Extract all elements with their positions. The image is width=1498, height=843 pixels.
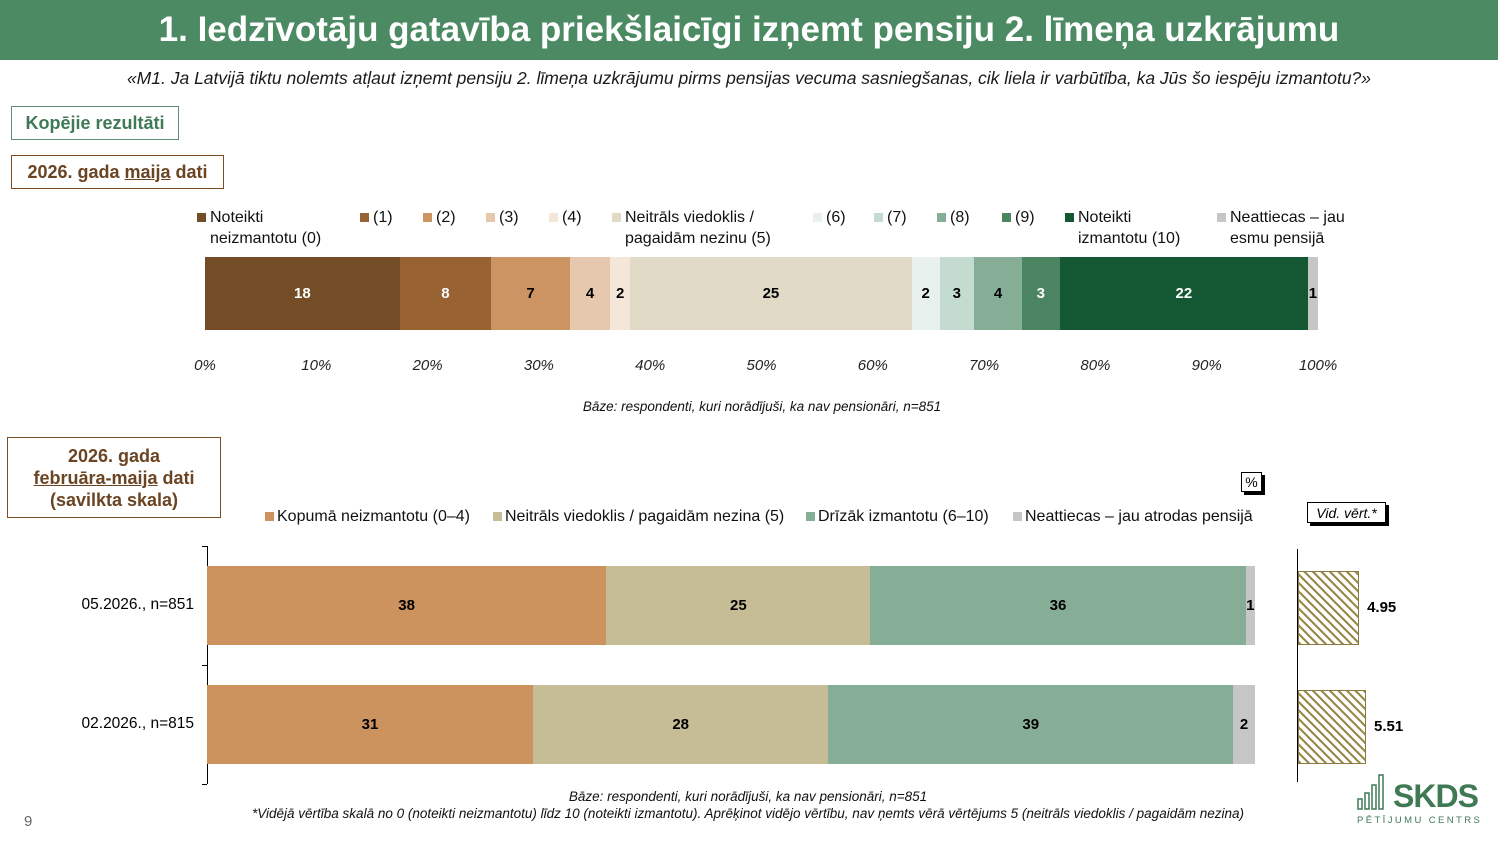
chart2-legend-item: Neitrāls viedoklis / pagaidām nezina (5) [505, 508, 785, 525]
chart2-segment: 39 [828, 685, 1233, 764]
chart1-segment: 2 [610, 257, 631, 330]
chart1-legend-item: (7) [887, 209, 907, 226]
chart1-segment: 7 [491, 257, 571, 330]
chart1-segment: 22 [1059, 257, 1308, 330]
chart1-legend-item: Neitrāls viedoklis / pagaidām nezinu (5) [625, 209, 771, 247]
section2-label-months: februāra-maija [33, 467, 158, 488]
chart2-legend-item: Drīzāk izmantotu (6–10) [818, 508, 989, 525]
chart1-legend-item: (2) [436, 209, 456, 226]
logo-main-text: SKDS [1393, 778, 1479, 814]
chart2-average-value: 4.95 [1367, 599, 1397, 616]
chart2-y-axis-line [207, 546, 208, 784]
total-results-label: Kopējie rezultāti [11, 106, 179, 140]
chart1-legend-item: (3) [499, 209, 519, 226]
chart1-x-tick-label: 50% [746, 357, 777, 374]
chart2-legend-item: Neattiecas – jau atrodas pensijā [1025, 508, 1253, 525]
chart1-segment: 4 [974, 257, 1022, 330]
chart1-x-tick-label: 90% [1191, 357, 1222, 374]
chart2-average-axis-line [1297, 549, 1298, 782]
section2-label-line3: (savilkta skala) [49, 489, 179, 510]
chart1-legend-item: (8) [950, 209, 970, 226]
chart2-segment: 25 [606, 566, 871, 645]
chart1-segment: 8 [399, 257, 492, 330]
chart1-x-tick-label: 20% [412, 357, 443, 374]
chart2-legend-swatch [493, 512, 502, 521]
section1-label: 2026. gada maija dati [11, 155, 224, 189]
chart2-legend-swatch [265, 512, 274, 521]
chart1-legend-item: (9) [1015, 209, 1035, 226]
section1-label-post: dati [170, 161, 208, 182]
chart1-legend-item: Neattiecas – jau esmu pensijā [1230, 209, 1345, 247]
chart2-segment: 2 [1232, 685, 1255, 764]
page-number: 9 [24, 813, 33, 830]
chart1-legend-item: Noteikti izmantotu (10) [1078, 209, 1181, 247]
chart1-legend-swatch [423, 213, 432, 222]
chart2-base-note: Bāze: respondenti, kuri norādījuši, ka n… [568, 789, 928, 804]
chart1-legend-swatch [1002, 213, 1011, 222]
chart1-segment: 18 [205, 257, 400, 330]
chart2-footnote: *Vidējā vērtība skalā no 0 (noteikti nei… [252, 806, 1244, 821]
chart1-legend-item: (1) [373, 209, 393, 226]
page-title: 1. Iedzīvotāju gatavība priekšlaicīgi iz… [0, 0, 1498, 60]
chart1-x-tick-label: 70% [969, 357, 1000, 374]
chart1-x-tick-label: 60% [857, 357, 888, 374]
chart1-legend-swatch [486, 213, 495, 222]
chart1-legend-swatch [1217, 213, 1226, 222]
chart1-legend-swatch [197, 213, 206, 222]
section2-label-line1: 2026. gada [67, 445, 161, 466]
chart1-legend-swatch [813, 213, 822, 222]
section2-label: 2026. gada februāra-maija dati (savilkta… [7, 437, 221, 518]
chart1-legend-item: (4) [562, 209, 582, 226]
chart2-average-bar [1298, 690, 1366, 764]
chart2-average-bar [1298, 571, 1360, 645]
chart2-y-axis-tick [202, 784, 207, 785]
average-header: Vid. vērt.* [1307, 502, 1386, 523]
chart2-segment: 1 [1245, 566, 1255, 645]
section1-label-month: maija [124, 161, 171, 182]
section1-label-pre: 2026. gada [27, 161, 125, 182]
chart1-segment: 4 [570, 257, 611, 330]
chart1-segment: 3 [939, 257, 975, 330]
chart1-x-tick-label: 0% [194, 357, 216, 374]
chart2-y-axis-tick [202, 665, 207, 666]
chart2-legend-swatch [806, 512, 815, 521]
chart1-x-tick-label: 100% [1298, 357, 1338, 374]
chart1-base-note: Bāze: respondenti, kuri norādījuši, ka n… [582, 399, 942, 414]
chart2-category-label: 02.2026., n=815 [81, 715, 194, 732]
chart1-legend-item: Noteikti neizmantotu (0) [210, 209, 322, 247]
chart1-legend-swatch [360, 213, 369, 222]
chart1-legend-swatch [1065, 213, 1074, 222]
question-text: «M1. Ja Latvijā tiktu nolemts atļaut izņ… [126, 68, 1372, 88]
chart1-segment: 3 [1021, 257, 1060, 330]
chart2-legend-swatch [1013, 512, 1022, 521]
chart1-segment: 1 [1307, 257, 1318, 330]
chart1-segment: 25 [630, 257, 912, 330]
chart2-category-label: 05.2026., n=851 [81, 596, 194, 613]
logo-bars-icon [1357, 774, 1384, 810]
chart2-segment: 28 [532, 685, 829, 764]
chart1-legend-swatch [937, 213, 946, 222]
chart1-legend-swatch [612, 213, 621, 222]
chart2-average-value: 5.51 [1374, 718, 1404, 735]
logo-sub-text: PĒTĪJUMU CENTRS [1357, 815, 1483, 826]
chart1-legend-item: (6) [826, 209, 846, 226]
chart1-x-tick-label: 40% [635, 357, 666, 374]
chart2-segment: 31 [207, 685, 533, 764]
chart1-x-tick-label: 80% [1080, 357, 1111, 374]
chart2-segment: 38 [207, 566, 607, 645]
chart2-segment: 36 [870, 566, 1246, 645]
chart2-y-axis-tick [202, 546, 207, 547]
chart1-x-tick-label: 10% [301, 357, 332, 374]
chart1-segment: 2 [911, 257, 940, 330]
chart2-legend-item: Kopumā neizmantotu (0–4) [277, 508, 470, 525]
chart1-legend-swatch [549, 213, 558, 222]
chart1-x-tick-label: 30% [523, 357, 554, 374]
total-results-text: Kopējie rezultāti [25, 112, 165, 133]
percent-indicator: % [1241, 472, 1262, 492]
section2-label-mid: dati [157, 467, 195, 488]
chart1-legend-swatch [874, 213, 883, 222]
